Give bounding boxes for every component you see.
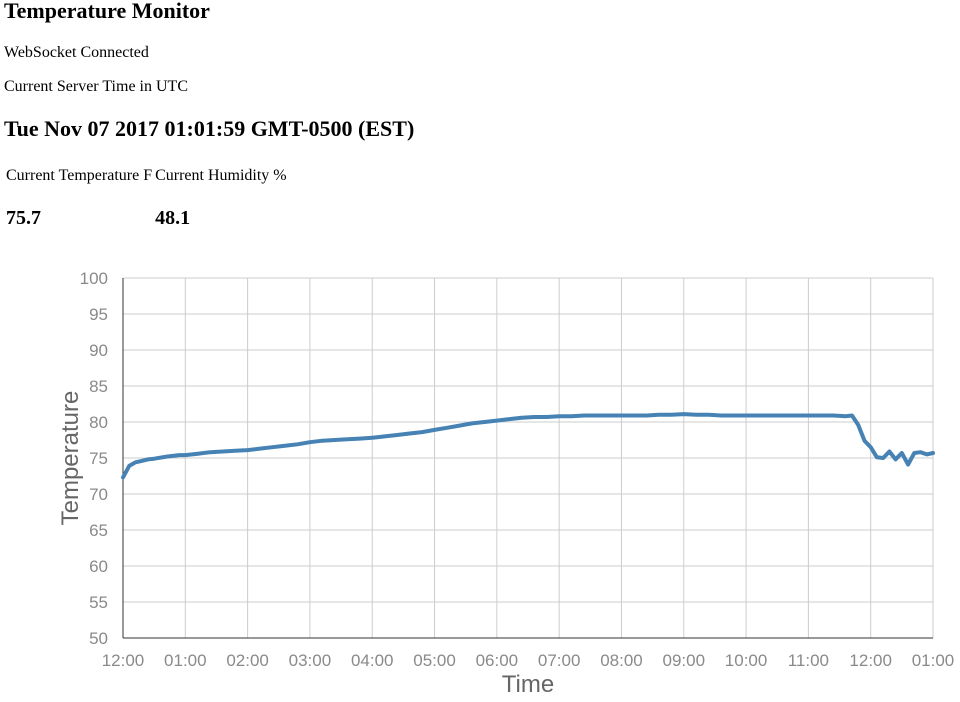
- x-tick-label: 07:00: [538, 651, 581, 670]
- server-time-caption: Current Server Time in UTC: [4, 78, 188, 95]
- connection-status: WebSocket Connected: [4, 44, 149, 61]
- x-tick-label: 09:00: [662, 651, 705, 670]
- x-tick-label: 01:00: [912, 651, 955, 670]
- y-tick-label: 70: [89, 485, 108, 504]
- page-title: Temperature Monitor: [4, 0, 210, 23]
- server-time: Tue Nov 07 2017 01:01:59 GMT-0500 (EST): [4, 116, 415, 141]
- x-tick-label: 05:00: [413, 651, 456, 670]
- x-tick-label: 08:00: [600, 651, 643, 670]
- humidity-value: 48.1: [155, 207, 191, 229]
- y-tick-label: 95: [89, 305, 108, 324]
- x-axis-ticks: 12:00 01:00 02:00 03:00 04:00 05:00 06:00 07:00…: [102, 651, 955, 670]
- temperature-chart: 100 95 90 85 80 75 70 65 60 55 50 12:00 01:00 02:00 0…: [0, 260, 960, 702]
- y-tick-label: 65: [89, 521, 108, 540]
- temperature-value: 75.7: [6, 207, 41, 229]
- y-axis-ticks: 100 95 90 85 80 75 70 65 60 55 50: [80, 269, 108, 648]
- x-tick-label: 11:00: [788, 651, 829, 670]
- x-tick-label: 04:00: [351, 651, 394, 670]
- x-tick-label: 03:00: [289, 651, 332, 670]
- y-tick-label: 55: [89, 593, 108, 612]
- y-axis-title: Temperature: [57, 391, 84, 526]
- chart-grid: [122, 277, 934, 639]
- temperature-series-line: [121, 412, 935, 480]
- chart-series: [121, 412, 935, 480]
- x-tick-label: 10:00: [725, 651, 768, 670]
- y-tick-label: 50: [89, 629, 108, 648]
- humidity-label: Current Humidity %: [155, 167, 287, 184]
- x-axis-title: Time: [502, 671, 554, 698]
- x-tick-label: 12:00: [102, 651, 145, 670]
- y-tick-label: 80: [89, 413, 108, 432]
- x-tick-label: 06:00: [476, 651, 519, 670]
- x-tick-label: 02:00: [226, 651, 269, 670]
- readings-table: Current Temperature F Current Humidity %…: [3, 162, 290, 232]
- y-tick-label: 60: [89, 557, 108, 576]
- y-tick-label: 90: [89, 341, 108, 360]
- temperature-label: Current Temperature F: [6, 167, 153, 184]
- y-tick-label: 75: [89, 449, 108, 468]
- temperature-chart-svg: 100 95 90 85 80 75 70 65 60 55 50 12:00 01:00 02:00 0…: [57, 269, 955, 698]
- y-tick-label: 100: [80, 269, 108, 288]
- x-tick-label: 01:00: [164, 651, 207, 670]
- y-tick-label: 85: [89, 377, 108, 396]
- x-tick-label: 12:00: [849, 651, 892, 670]
